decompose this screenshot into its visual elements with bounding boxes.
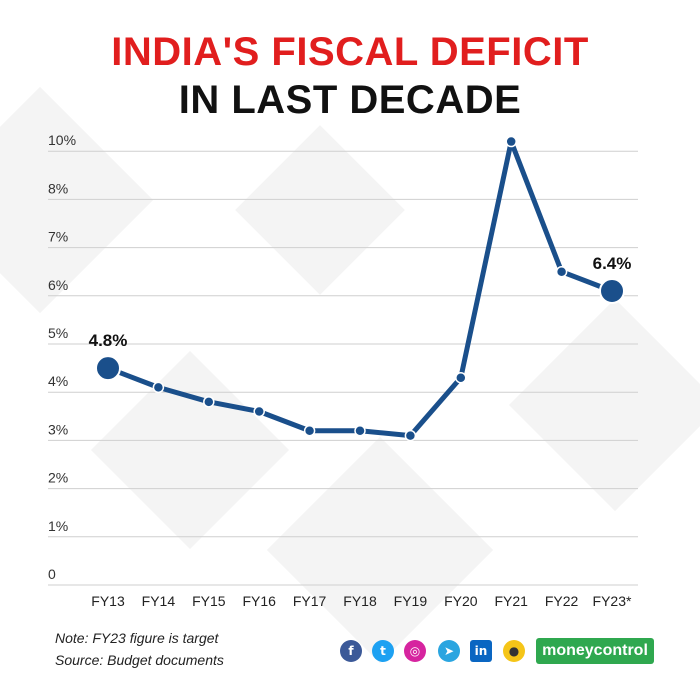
title-line2: IN LAST DECADE <box>178 78 522 122</box>
x-tick-label: FY20 <box>444 593 478 609</box>
data-point <box>599 277 625 304</box>
x-tick-label: FY19 <box>394 593 428 609</box>
x-tick-label: FY17 <box>293 593 327 609</box>
series-fiscal-deficit <box>95 135 625 442</box>
data-point <box>455 371 467 384</box>
y-tick-label: 5% <box>48 325 68 341</box>
y-tick-label: 8% <box>48 180 68 196</box>
data-label: 6.4% <box>593 254 632 273</box>
y-tick-label: 10% <box>48 132 76 148</box>
instagram-icon[interactable]: ◎ <box>404 640 426 662</box>
source-text: Source: Budget documents <box>55 652 224 668</box>
data-point <box>303 425 316 437</box>
x-tick-label: FY15 <box>192 593 226 609</box>
data-point <box>152 381 165 394</box>
data-point <box>555 265 568 278</box>
data-point <box>253 405 265 418</box>
y-tick-label: 6% <box>48 277 68 293</box>
linkedin-icon[interactable]: in <box>470 640 492 662</box>
twitter-icon[interactable]: t <box>372 640 394 662</box>
x-tick-label: FY23* <box>593 593 632 609</box>
facebook-icon[interactable]: f <box>340 640 362 662</box>
x-tick-label: FY16 <box>242 593 276 609</box>
y-axis-ticks: 0 1% 2% 3% 4% 5% 6% 7% 8% 10% <box>48 132 76 582</box>
x-tick-label: FY14 <box>142 593 176 609</box>
x-tick-label: FY18 <box>343 593 377 609</box>
brand-logo: moneycontrol <box>536 638 654 664</box>
data-point <box>203 396 215 408</box>
x-tick-label: FY21 <box>494 593 528 609</box>
data-label: 4.8% <box>89 331 128 350</box>
y-tick-label: 0 <box>48 566 56 582</box>
note-text: Note: FY23 figure is target <box>55 630 219 646</box>
grid-lines <box>48 150 638 586</box>
y-tick-label: 3% <box>48 421 68 437</box>
koo-icon[interactable]: ● <box>503 640 525 662</box>
x-tick-label: FY13 <box>91 593 125 609</box>
y-tick-label: 7% <box>48 229 68 245</box>
x-axis-ticks: FY13 FY14 FY15 FY16 FY17 FY18 FY19 FY20 FY21 FY22… <box>91 593 632 609</box>
data-point <box>95 355 121 382</box>
telegram-icon[interactable]: ➤ <box>438 640 460 662</box>
y-tick-label: 4% <box>48 373 68 389</box>
y-tick-label: 2% <box>48 470 68 486</box>
data-point <box>404 429 417 442</box>
data-point <box>505 135 517 148</box>
series-line <box>105 139 615 439</box>
y-tick-label: 1% <box>48 518 68 534</box>
data-point <box>354 425 366 437</box>
title-line1: INDIA'S FISCAL DEFICIT <box>111 30 589 74</box>
data-labels: 4.8% 6.4% <box>89 254 632 350</box>
x-tick-label: FY22 <box>545 593 579 609</box>
